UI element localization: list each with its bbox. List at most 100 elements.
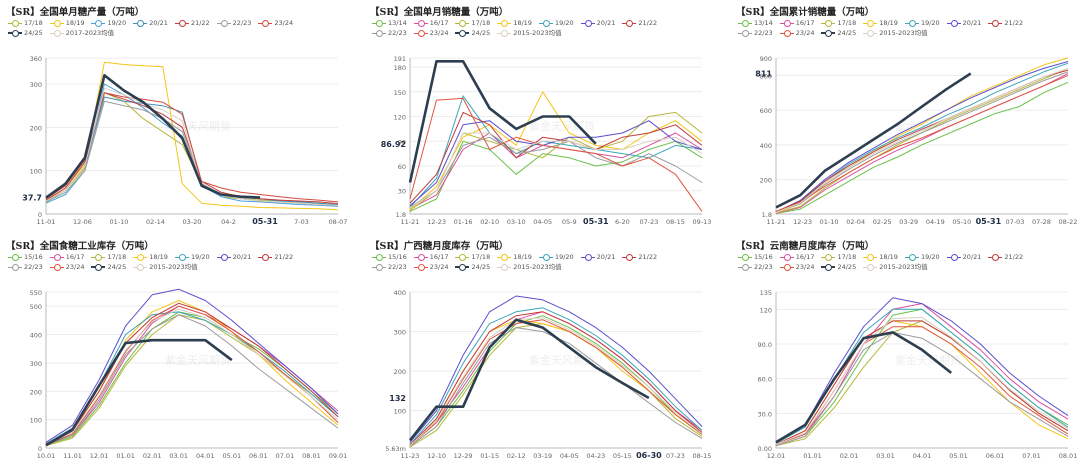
legend-item[interactable]: 20/21 (133, 18, 168, 28)
legend-item[interactable]: 20/21 (580, 18, 615, 28)
y-tick-label: 200 (394, 368, 406, 376)
x-tick-label: 09-13 (693, 218, 712, 224)
legend-marker (622, 19, 637, 27)
chart-plot: 0 100 200 300 400 500 550 10.01 11.01 12.01 01.01 0… (30, 288, 347, 458)
legend-item[interactable]: 16/17 (779, 252, 814, 262)
legend-marker (779, 253, 794, 261)
y-tick-label: 550 (30, 289, 42, 297)
legend-item[interactable]: 18/19 (133, 252, 168, 262)
x-tick-label: 02-10 (480, 218, 499, 224)
x-tick-label: 04-05 (533, 218, 552, 224)
legend-item[interactable]: 23/24 (413, 262, 448, 272)
legend-item[interactable]: 24/25 (455, 262, 490, 272)
legend-item[interactable]: 22/23 (738, 28, 773, 38)
legend-item[interactable]: 19/20 (174, 252, 210, 262)
legend-item[interactable]: 17/18 (821, 252, 856, 262)
legend-item[interactable]: 17/18 (455, 18, 490, 28)
x-tick-label: 12-23 (427, 218, 446, 224)
legend-item[interactable]: 24/25 (8, 28, 43, 38)
legend-marker (372, 253, 386, 261)
legend-item[interactable]: 20/21 (946, 252, 981, 262)
legend-item[interactable]: 2015-2023均值 (863, 28, 928, 38)
legend-item[interactable]: 20/21 (216, 252, 251, 262)
legend-item[interactable]: 19/20 (904, 18, 940, 28)
legend-item[interactable]: 22/23 (372, 262, 407, 272)
legend-item[interactable]: 24/25 (455, 28, 490, 38)
legend-item[interactable]: 19/20 (538, 18, 574, 28)
legend-item[interactable]: 22/23 (372, 28, 407, 38)
x-tick-label: 11-01 (37, 218, 56, 224)
x-tick-label: 01.01 (803, 452, 822, 458)
legend-item[interactable]: 16/17 (413, 252, 448, 262)
chart-plot: 5.63m 100 200 300 400 11-23 12-10 12-29 01-15 02-… (385, 289, 711, 458)
legend-item[interactable]: 21/22 (258, 252, 293, 262)
legend-marker (622, 253, 637, 261)
legend-item[interactable]: 17/18 (8, 18, 43, 28)
legend-item[interactable]: 23/24 (258, 18, 293, 28)
legend-item[interactable]: 16/17 (49, 252, 84, 262)
chart-title: 【SR】全国单月糖产量（万吨） (6, 7, 145, 18)
legend-item[interactable]: 19/20 (538, 252, 574, 262)
legend-item[interactable]: 19/20 (91, 18, 126, 28)
legend-item[interactable]: 23/24 (779, 28, 814, 38)
legend-item[interactable]: 23/24 (413, 28, 448, 38)
legend-item[interactable]: 20/21 (946, 18, 981, 28)
legend-item[interactable]: 23/24 (779, 262, 814, 272)
series-line-20-21 (775, 61, 1069, 213)
legend-item[interactable]: 17/18 (821, 18, 856, 28)
legend-item[interactable]: 16/17 (779, 18, 814, 28)
legend-item[interactable]: 18/19 (497, 252, 532, 262)
legend-item[interactable]: 17/18 (455, 252, 490, 262)
legend-item[interactable]: 24/25 (821, 262, 856, 272)
legend-item[interactable]: 21/22 (988, 18, 1023, 28)
y-tick-label: 0.00 (758, 445, 772, 453)
legend-item[interactable]: 13/14 (738, 18, 773, 28)
legend-item[interactable]: 16/17 (413, 18, 448, 28)
legend-item[interactable]: 21/22 (988, 252, 1023, 262)
legend-marker (738, 19, 752, 27)
legend-marker (863, 253, 878, 261)
legend-item[interactable]: 2015-2023均值 (497, 28, 562, 38)
y-tick-label: 100 (30, 168, 42, 176)
legend-item[interactable]: 13/14 (372, 18, 407, 28)
chart-legend: 15/16 16/17 17/18 18/19 19/20 20/21 21/22 22/23… (738, 252, 1068, 272)
legend-item[interactable]: 21/22 (174, 18, 210, 28)
legend-item[interactable]: 18/19 (863, 18, 898, 28)
series-line-24-25 (775, 72, 972, 209)
legend-item[interactable]: 15/16 (372, 252, 407, 262)
series-line-15-16 (45, 311, 339, 446)
x-tick-label: 06-30 (636, 451, 662, 458)
series-line-21-22 (45, 302, 339, 445)
legend-item[interactable]: 23/24 (49, 262, 84, 272)
x-tick-label: 04.01 (913, 452, 932, 458)
x-tick-label: 12.01 (767, 452, 786, 458)
legend-item[interactable]: 20/21 (580, 252, 615, 262)
legend-item[interactable]: 2015-2023均值 (863, 262, 928, 272)
y-tick-label: 120 (760, 306, 772, 314)
legend-item[interactable]: 2015-2023均值 (133, 262, 198, 272)
legend-item[interactable]: 15/16 (738, 252, 773, 262)
legend-item[interactable]: 22/23 (8, 262, 43, 272)
legend-item[interactable]: 22/23 (216, 18, 251, 28)
legend-item[interactable]: 15/16 (8, 252, 43, 262)
legend-item[interactable]: 17/18 (91, 252, 126, 262)
legend-item[interactable]: 2017-2023均值 (49, 28, 114, 38)
legend-item[interactable]: 18/19 (863, 252, 898, 262)
y-tick-label: 1.8 (396, 211, 406, 219)
legend-item[interactable]: 24/25 (91, 262, 126, 272)
x-tick-label: 02-14 (146, 218, 165, 224)
legend-item[interactable]: 18/19 (497, 18, 532, 28)
legend-label: 17/18 (471, 253, 491, 261)
legend-item[interactable]: 24/25 (821, 28, 856, 38)
legend-item[interactable]: 18/19 (49, 18, 84, 28)
series-line-21-22 (775, 69, 1069, 212)
legend-item[interactable]: 21/22 (622, 252, 657, 262)
legend-item[interactable]: 21/22 (622, 18, 657, 28)
legend-item[interactable]: 22/23 (738, 262, 773, 272)
x-tick-label: 03.01 (169, 452, 188, 458)
series-line-2015-2023-- (409, 132, 703, 209)
x-tick-label: 07-23 (639, 218, 658, 224)
legend-item[interactable]: 2015-2023均值 (497, 262, 562, 272)
legend-item[interactable]: 19/20 (904, 252, 940, 262)
